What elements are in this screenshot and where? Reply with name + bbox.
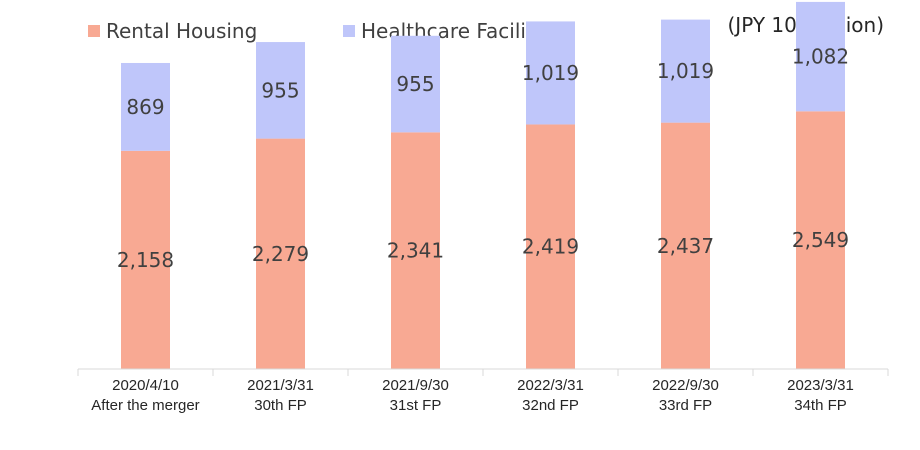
category-label-date: 2021/3/31	[247, 377, 314, 394]
category-label-date: 2020/4/10	[112, 377, 179, 394]
category-label-period: 31st FP	[390, 397, 442, 414]
chart-legend: Rental Housing Healthcare Facility	[88, 19, 546, 43]
data-label-rental-housing: 2,341	[387, 239, 444, 263]
data-label-healthcare-facility: 869	[126, 95, 164, 119]
bar-healthcare-facility	[526, 21, 575, 125]
category-labels-group: 2020/4/10 After the merger 2021/3/31 30th F…	[91, 377, 854, 414]
category-label-date: 2021/9/30	[382, 377, 449, 394]
category-label-period: 30th FP	[254, 397, 307, 414]
legend-swatch-healthcare-facility	[343, 25, 355, 37]
data-label-rental-housing: 2,279	[252, 242, 309, 266]
legend-label-rental-housing: Rental Housing	[106, 19, 257, 43]
category-label-period: 34th FP	[794, 397, 847, 414]
value-labels-group: 2,158 869 2,279 955 2,341 955 2,419 1,019 2,437 1…	[117, 45, 849, 272]
x-axis-ticks	[77, 369, 889, 376]
bar-rental-housing	[661, 122, 710, 369]
bar-rental-housing	[121, 150, 170, 369]
data-label-healthcare-facility: 955	[396, 72, 434, 96]
category-label-date: 2022/3/31	[517, 377, 584, 394]
data-label-healthcare-facility: 1,019	[657, 59, 714, 83]
category-label-date: 2022/9/30	[652, 377, 719, 394]
data-label-healthcare-facility: 1,019	[522, 61, 579, 85]
bars-group	[121, 1, 845, 370]
bar-rental-housing	[391, 132, 440, 369]
bar-rental-housing	[796, 111, 845, 369]
data-label-healthcare-facility: 1,082	[792, 45, 849, 69]
bar-healthcare-facility	[661, 19, 710, 123]
data-label-rental-housing: 2,419	[522, 235, 579, 259]
bar-healthcare-facility	[256, 42, 305, 139]
data-label-rental-housing: 2,158	[117, 248, 174, 272]
data-label-rental-housing: 2,549	[792, 228, 849, 252]
bar-rental-housing	[526, 124, 575, 370]
bar-healthcare-facility	[121, 62, 170, 151]
category-label-period: 32nd FP	[522, 397, 579, 414]
category-label-date: 2023/3/31	[787, 377, 854, 394]
bar-healthcare-facility	[391, 35, 440, 133]
bar-rental-housing	[256, 138, 305, 369]
data-label-healthcare-facility: 955	[261, 78, 299, 102]
category-label-period: 33rd FP	[659, 397, 712, 414]
category-label-period: After the merger	[91, 397, 199, 414]
bar-healthcare-facility	[796, 1, 845, 112]
data-label-rental-housing: 2,437	[657, 234, 714, 258]
legend-label-healthcare-facility: Healthcare Facility	[361, 19, 546, 43]
legend-swatch-rental-housing	[88, 25, 100, 37]
